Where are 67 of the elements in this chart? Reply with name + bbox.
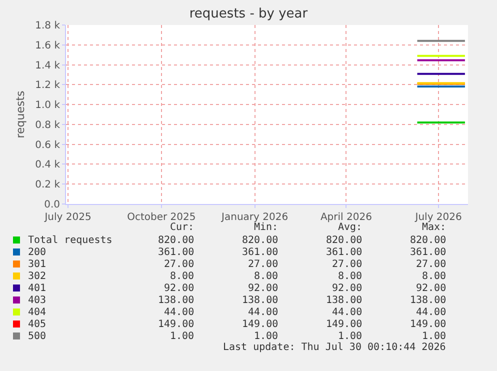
legend-label: 200 xyxy=(28,247,46,258)
y-tick-label: 0.6 k xyxy=(35,140,60,151)
text: Last update: Thu Jul 30 00:10:44 2026 xyxy=(223,342,446,353)
text: 1.00 xyxy=(170,331,194,342)
legend-label: 405 xyxy=(28,319,46,330)
text: 44.00 xyxy=(248,307,278,318)
text: 361.00 xyxy=(158,247,194,258)
legend-label: 500 xyxy=(28,331,46,342)
text: 27.00 xyxy=(248,259,278,270)
text: 92.00 xyxy=(164,283,194,294)
text: Min: xyxy=(254,222,278,233)
text: 44.00 xyxy=(164,307,194,318)
x-tick-label: July 2025 xyxy=(44,212,92,223)
y-tick-label: 0.8 k xyxy=(35,120,60,131)
text: 92.00 xyxy=(416,283,446,294)
text: 149.00 xyxy=(410,319,446,330)
y-tick-label: 1.6 k xyxy=(35,40,60,52)
text: 1.00 xyxy=(338,331,362,342)
text: 820.00 xyxy=(410,235,446,246)
text: 820.00 xyxy=(242,235,278,246)
text: Max: xyxy=(422,222,446,233)
legend-label: 301 xyxy=(28,259,46,270)
y-tick-label: 0.4 k xyxy=(35,160,60,171)
text: 8.00 xyxy=(254,271,278,282)
x-tick-label: July 2026 xyxy=(414,212,462,223)
x-tick-label: April 2026 xyxy=(320,212,372,223)
text: 44.00 xyxy=(332,307,362,318)
text: 27.00 xyxy=(164,259,194,270)
text: 820.00 xyxy=(326,235,362,246)
y-tick-label: 1.4 k xyxy=(35,60,60,72)
text: Avg: xyxy=(338,222,362,233)
text: 138.00 xyxy=(158,295,194,306)
text: 1.00 xyxy=(422,331,446,342)
text: 27.00 xyxy=(416,259,446,270)
y-tick-label: 0.2 k xyxy=(35,180,60,191)
text: 149.00 xyxy=(326,319,362,330)
text: 149.00 xyxy=(242,319,278,330)
text: 8.00 xyxy=(338,271,362,282)
legend-label: 403 xyxy=(28,295,46,306)
text: 149.00 xyxy=(158,319,194,330)
text: 1.00 xyxy=(254,331,278,342)
text: 138.00 xyxy=(326,295,362,306)
y-axis-title: requests xyxy=(14,90,27,138)
y-tick-label: 1.8 k xyxy=(35,20,60,32)
text: 138.00 xyxy=(242,295,278,306)
y-tick-label: 1.0 k xyxy=(35,100,60,112)
legend-label: 404 xyxy=(28,307,46,318)
text: 92.00 xyxy=(248,283,278,294)
text: Cur: xyxy=(170,222,194,233)
y-tick-label: 1.2 k xyxy=(35,80,60,92)
legend-label: 401 xyxy=(28,283,46,294)
legend-label: 302 xyxy=(28,271,46,282)
legend-label: Total requests xyxy=(28,235,112,246)
text: 8.00 xyxy=(170,271,194,282)
text: 92.00 xyxy=(332,283,362,294)
text: 44.00 xyxy=(416,307,446,318)
chart-title: requests - by year xyxy=(189,6,308,22)
x-tick-label: October 2025 xyxy=(127,212,196,223)
text: 361.00 xyxy=(242,247,278,258)
text: 361.00 xyxy=(326,247,362,258)
text: 820.00 xyxy=(158,235,194,246)
x-tick-label: January 2026 xyxy=(220,212,288,223)
y-tick-label: 0.0 xyxy=(44,200,60,210)
text: 8.00 xyxy=(422,271,446,282)
text: 361.00 xyxy=(410,247,446,258)
text: 27.00 xyxy=(332,259,362,270)
text: 138.00 xyxy=(410,295,446,306)
